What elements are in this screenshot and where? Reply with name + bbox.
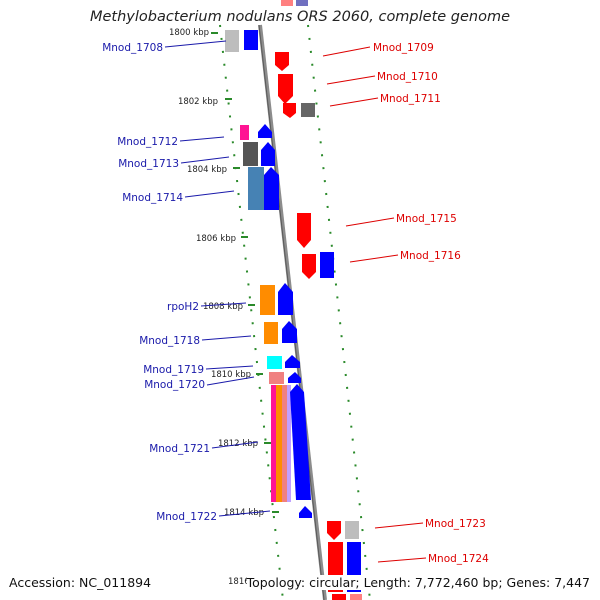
scale-ticks: 1800 kbp 1802 kbp 1804 kbp 1806 kbp 1808…: [169, 28, 279, 587]
gene-arrow-rpoh2[interactable]: [278, 283, 293, 315]
gene-block-mnod-1708b: [244, 30, 258, 50]
gene-label-mnod-1719[interactable]: Mnod_1719: [143, 364, 204, 376]
tick-label: 1800 kbp: [169, 28, 209, 38]
gene-block-mnod-1721a: [271, 385, 276, 502]
gene-label-mnod-1710[interactable]: Mnod_1710: [377, 71, 438, 83]
tick-label: 1812 kbp: [218, 439, 258, 449]
gene-label-mnod-1724[interactable]: Mnod_1724: [428, 553, 489, 565]
gene-label-mnod-1709[interactable]: Mnod_1709: [373, 42, 434, 54]
gene-arrow-mnod-1709[interactable]: [275, 52, 289, 71]
topology-label: Topology: circular; Length: 7,772,460 bp…: [246, 575, 590, 590]
gene-arrow-mnod-1723[interactable]: [327, 521, 341, 540]
gene-block-mnod-1721b: [276, 385, 282, 502]
gene-arrow-mnod-1719[interactable]: [285, 355, 300, 368]
gene-arrow-mnod-1722[interactable]: [299, 506, 312, 518]
guide-line-right: [307, 24, 371, 600]
gene-block-mnod-1718: [264, 322, 278, 344]
connector-rpoh2: [200, 302, 247, 307]
forward-strand-genes: [225, 30, 312, 518]
gene-label-rpoh2[interactable]: rpoH2: [167, 301, 199, 313]
gene-label-mnod-1713[interactable]: Mnod_1713: [118, 158, 179, 170]
gene-label-mnod-1715[interactable]: Mnod_1715: [396, 213, 457, 225]
gene-block-rpoh2: [260, 285, 275, 315]
gene-block: [350, 594, 362, 600]
connector-mnod-1713: [180, 156, 230, 164]
gene-block-mnod-1723: [345, 521, 359, 539]
connector-mnod-1710: [326, 75, 376, 85]
connector-mnod-1722: [218, 510, 271, 517]
tick-label: 1814 kbp: [224, 508, 264, 518]
reverse-strand-genes: [275, 0, 362, 600]
gene-arrow-mnod-1716[interactable]: [302, 254, 316, 279]
gene-label-mnod-1722[interactable]: Mnod_1722: [156, 511, 217, 523]
gene-arrow-mnod-1710[interactable]: [278, 74, 293, 104]
tick-label: 1802 kbp: [178, 97, 218, 107]
gene-block-mnod-1708: [225, 30, 239, 52]
connector-mnod-1721: [211, 441, 259, 449]
connector-mnod-1724: [377, 557, 427, 563]
gene-label-mnod-1708[interactable]: Mnod_1708: [102, 42, 163, 54]
forward-gene-labels: Mnod_1708 Mnod_1712 Mnod_1713 Mnod_1714 …: [102, 42, 217, 523]
gene-block: [332, 594, 346, 600]
gene-block-mnod-1719: [267, 356, 282, 369]
gene-label-mnod-1711[interactable]: Mnod_1711: [380, 93, 441, 105]
gene-block: [296, 0, 308, 6]
connector-mnod-1716: [349, 254, 399, 263]
gene-block-mnod-1720: [269, 372, 284, 384]
connector-mnod-1712: [179, 136, 225, 142]
tick-label: 1804 kbp: [187, 165, 227, 175]
connector-mnod-1708: [164, 40, 227, 48]
gene-block-mnod-1716: [320, 252, 334, 278]
gene-label-mnod-1714[interactable]: Mnod_1714: [122, 192, 183, 204]
gene-block-mnod-1721d: [287, 385, 291, 502]
tick-label: 1810 kbp: [211, 370, 251, 380]
genome-map-title: Methylobacterium nodulans ORS 2060, comp…: [89, 9, 511, 25]
connector-mnod-1723: [374, 522, 424, 529]
gene-block-mnod-1712: [240, 125, 249, 140]
gene-label-mnod-1720[interactable]: Mnod_1720: [144, 379, 205, 391]
gene-label-mnod-1723[interactable]: Mnod_1723: [425, 518, 486, 530]
connector-mnod-1711: [329, 97, 379, 107]
gene-label-mnod-1721[interactable]: Mnod_1721: [149, 443, 210, 455]
gene-block-mnod-1713: [243, 142, 258, 166]
connector-mnod-1715: [345, 217, 395, 227]
gene-label-mnod-1716[interactable]: Mnod_1716: [400, 250, 461, 262]
gene-arrow-mnod-1712[interactable]: [258, 124, 272, 138]
connector-mnod-1720: [206, 376, 255, 386]
connector-mnod-1714: [184, 190, 235, 198]
gene-block-mnod-1721c: [282, 385, 287, 502]
gene-arrow-mnod-1714[interactable]: [264, 167, 279, 210]
gene-arrow-mnod-1718[interactable]: [282, 321, 297, 343]
gene-arrow-mnod-1715[interactable]: [297, 213, 311, 248]
accession-label: Accession: NC_011894: [9, 575, 152, 590]
connector-mnod-1709: [322, 46, 371, 57]
gene-label-mnod-1718[interactable]: Mnod_1718: [139, 335, 200, 347]
gene-block-mnod-1711: [301, 103, 315, 117]
tick-label: 1808 kbp: [203, 302, 243, 312]
gene-block: [281, 0, 293, 6]
gene-arrow-mnod-1721[interactable]: [290, 384, 311, 500]
gene-arrow-mnod-1711[interactable]: [283, 103, 296, 118]
connector-mnod-1719: [205, 365, 254, 370]
guide-lines: [219, 24, 371, 600]
gene-arrow-mnod-1720[interactable]: [288, 372, 301, 383]
gene-label-mnod-1712[interactable]: Mnod_1712: [117, 136, 178, 148]
gene-arrow-mnod-1713[interactable]: [261, 142, 275, 166]
tick-label: 1806 kbp: [196, 234, 236, 244]
reverse-gene-labels: Mnod_1709 Mnod_1710 Mnod_1711 Mnod_1715 …: [373, 42, 489, 565]
connector-mnod-1718: [201, 335, 252, 341]
label-connectors: [164, 40, 427, 563]
guide-line-left: [219, 24, 284, 600]
gene-block-mnod-1714: [248, 167, 264, 210]
